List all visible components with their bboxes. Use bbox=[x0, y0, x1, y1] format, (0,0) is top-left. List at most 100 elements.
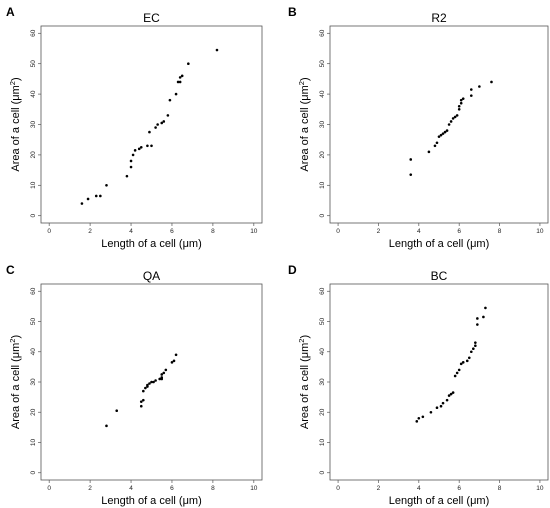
data-point bbox=[164, 368, 168, 372]
x-tick-label: 2 bbox=[88, 485, 92, 492]
panel-letter: C bbox=[6, 263, 15, 277]
y-axis-label: Area of a cell (μm2) bbox=[297, 77, 311, 171]
data-point bbox=[443, 130, 447, 134]
data-point bbox=[409, 173, 413, 176]
data-point bbox=[427, 150, 431, 154]
data-point bbox=[467, 356, 471, 360]
data-point bbox=[142, 398, 145, 402]
x-tick-label: 8 bbox=[498, 228, 502, 235]
data-point bbox=[447, 394, 451, 397]
y-axis-label: Area of a cell (μm2) bbox=[8, 77, 22, 171]
y-tick-label: 20 bbox=[319, 151, 326, 159]
data-point bbox=[168, 98, 172, 102]
data-point bbox=[474, 341, 477, 344]
data-point bbox=[170, 361, 174, 364]
data-point bbox=[142, 389, 145, 393]
data-point bbox=[469, 88, 473, 91]
data-point bbox=[148, 130, 151, 134]
data-point bbox=[451, 391, 455, 394]
data-point bbox=[166, 114, 170, 117]
data-point bbox=[459, 362, 463, 366]
data-point bbox=[133, 149, 137, 152]
scatter-panel-c: C QA 0 2 4 6 8 10 0 10 20 30 40 50 60 Length of a cell … bbox=[6, 263, 263, 507]
y-axis-label-sup: 2 bbox=[8, 81, 17, 85]
data-point bbox=[137, 147, 141, 151]
x-tick-label: 10 bbox=[536, 485, 544, 492]
plot-title: R2 bbox=[431, 11, 447, 25]
data-point bbox=[435, 406, 439, 410]
data-point bbox=[437, 135, 441, 138]
x-tick-label: 10 bbox=[250, 485, 258, 492]
y-axis-label: Area of a cell (μm2) bbox=[8, 335, 22, 429]
data-point bbox=[449, 120, 453, 123]
data-point bbox=[174, 353, 178, 357]
data-point bbox=[160, 376, 164, 379]
data-point bbox=[455, 371, 459, 375]
data-point bbox=[152, 380, 155, 384]
x-tick-label: 0 bbox=[47, 485, 51, 492]
y-tick-label: 10 bbox=[30, 438, 37, 446]
data-point bbox=[447, 123, 451, 126]
y-tick-label: 40 bbox=[30, 90, 37, 98]
data-point bbox=[178, 80, 182, 84]
y-axis-label-sup: 2 bbox=[8, 339, 17, 343]
data-point bbox=[429, 410, 433, 414]
data-point bbox=[80, 202, 84, 205]
data-point bbox=[154, 126, 157, 129]
plot-title: BC bbox=[431, 269, 448, 283]
data-point bbox=[457, 104, 461, 108]
scatter-panel-a: A EC 0 2 4 6 8 10 0 10 20 30 40 50 60 Length of a cell … bbox=[6, 5, 263, 250]
data-point bbox=[476, 317, 479, 320]
scatter-panel-d: D BC 0 2 4 6 8 10 0 10 20 30 40 50 60 Length of a cell … bbox=[288, 263, 549, 507]
data-point bbox=[139, 146, 143, 149]
panel-letter: A bbox=[6, 5, 15, 19]
x-tick-label: 2 bbox=[377, 228, 381, 235]
y-axis-label-main: Area of a cell (μm bbox=[299, 85, 311, 171]
y-axis-label-sup: 2 bbox=[297, 81, 306, 85]
y-tick-label: 10 bbox=[319, 438, 326, 446]
data-point bbox=[129, 159, 133, 163]
data-point bbox=[439, 404, 443, 408]
y-tick-label: 20 bbox=[30, 151, 37, 159]
data-point bbox=[476, 323, 479, 326]
panel-letter: B bbox=[288, 5, 297, 19]
y-axis-label-end: ) bbox=[10, 335, 22, 339]
plot-title: EC bbox=[143, 11, 160, 25]
data-point bbox=[172, 359, 176, 363]
data-point bbox=[449, 392, 453, 396]
data-point bbox=[148, 382, 151, 385]
data-point bbox=[441, 401, 445, 405]
data-point bbox=[478, 85, 481, 88]
data-point bbox=[415, 420, 419, 423]
y-tick-label: 50 bbox=[319, 60, 326, 68]
data-point bbox=[187, 62, 190, 65]
y-tick-label: 10 bbox=[319, 181, 326, 189]
data-point bbox=[441, 132, 445, 135]
data-point bbox=[417, 416, 421, 420]
x-tick-label: 6 bbox=[457, 485, 461, 492]
data-point bbox=[469, 350, 473, 354]
data-point bbox=[445, 398, 449, 402]
x-axis-label: Length of a cell (μm) bbox=[101, 495, 202, 507]
data-point bbox=[146, 144, 149, 148]
data-point bbox=[461, 97, 465, 100]
y-tick-label: 30 bbox=[319, 121, 326, 129]
y-tick-label: 10 bbox=[30, 181, 37, 189]
y-tick-label: 60 bbox=[30, 29, 37, 37]
data-point bbox=[160, 121, 164, 125]
y-tick-label: 30 bbox=[319, 378, 326, 386]
data-point bbox=[215, 48, 219, 52]
plot-title: QA bbox=[143, 269, 160, 283]
data-point bbox=[162, 371, 166, 375]
y-axis-label-sup: 2 bbox=[297, 339, 306, 343]
panel-letter: D bbox=[288, 263, 297, 277]
y-axis-label-main: Area of a cell (μm bbox=[299, 343, 311, 429]
data-point bbox=[150, 144, 153, 148]
x-tick-label: 6 bbox=[457, 228, 461, 235]
data-point bbox=[129, 165, 133, 169]
data-point bbox=[162, 120, 166, 123]
data-point bbox=[125, 174, 129, 178]
y-tick-label: 60 bbox=[319, 29, 326, 37]
y-tick-label: 40 bbox=[319, 90, 326, 98]
